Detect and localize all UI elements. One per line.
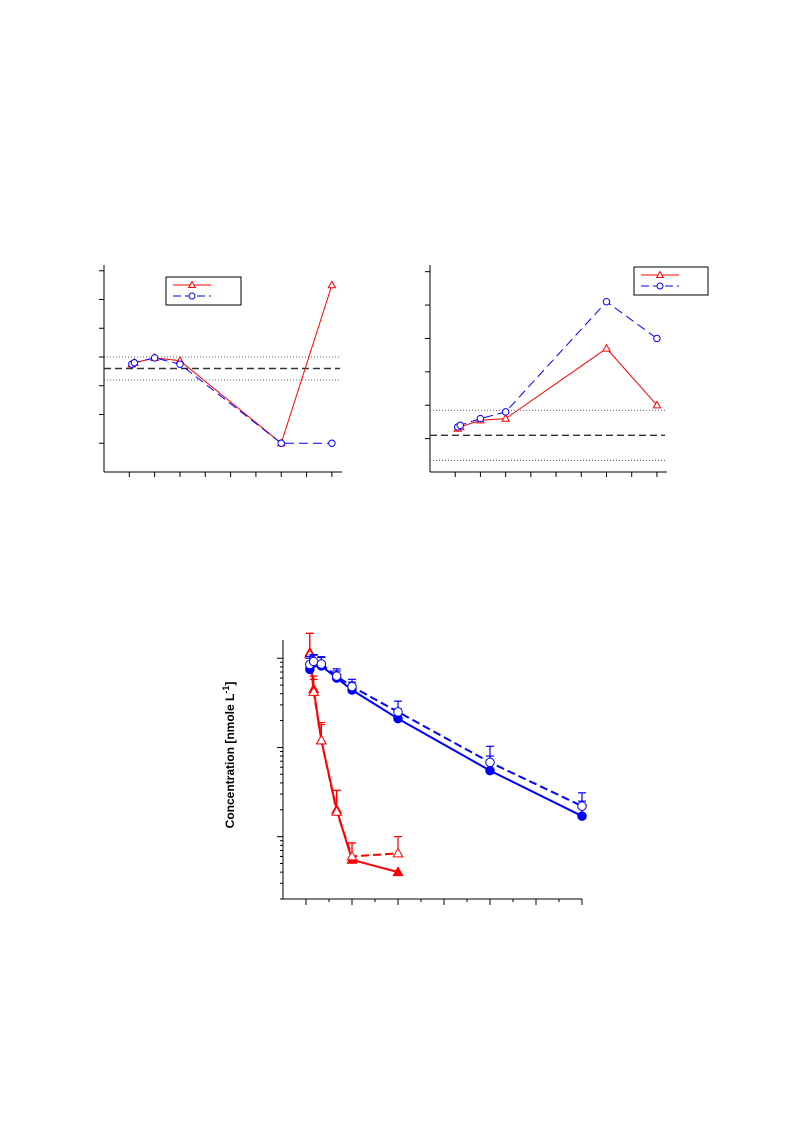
data-point [277,439,285,447]
data-point [150,354,159,362]
legend-marker [656,282,664,290]
y-axis-title: Concentration [nmole L-1] [221,682,237,829]
legend [165,276,242,306]
data-point [328,439,336,447]
chart-bottom-concentration: Concentration [nmole L-1] [221,632,587,905]
data-point [602,343,611,352]
data-point [392,866,404,877]
data-point [176,360,184,368]
data-point [130,359,139,367]
legend-box [165,276,242,306]
data-point [501,413,511,422]
series-line [457,301,658,428]
legend-marker [655,270,665,278]
data-point [308,685,320,696]
series-line [131,284,333,445]
data-point [485,757,495,768]
series-line [131,357,332,444]
data-point [602,297,611,306]
data-point [577,801,587,811]
data-point [456,421,464,429]
data-point [316,659,327,669]
data-point [315,734,327,745]
data-point [327,280,337,289]
data-point [346,850,358,861]
data-point [331,805,343,816]
legend [633,266,709,296]
chart-top-right [425,265,709,477]
data-point [476,414,485,423]
legend-marker [187,280,197,288]
data-point [485,765,495,776]
data-point [392,847,404,858]
chart-top-left [99,265,342,477]
legend-marker [188,292,196,300]
data-point [577,811,587,821]
legend-box [633,266,709,296]
data-point [653,334,661,343]
data-point [652,400,662,409]
data-point [331,671,342,681]
data-point [501,408,510,416]
data-point [347,681,357,692]
data-point [393,707,403,717]
series-line [308,654,399,858]
